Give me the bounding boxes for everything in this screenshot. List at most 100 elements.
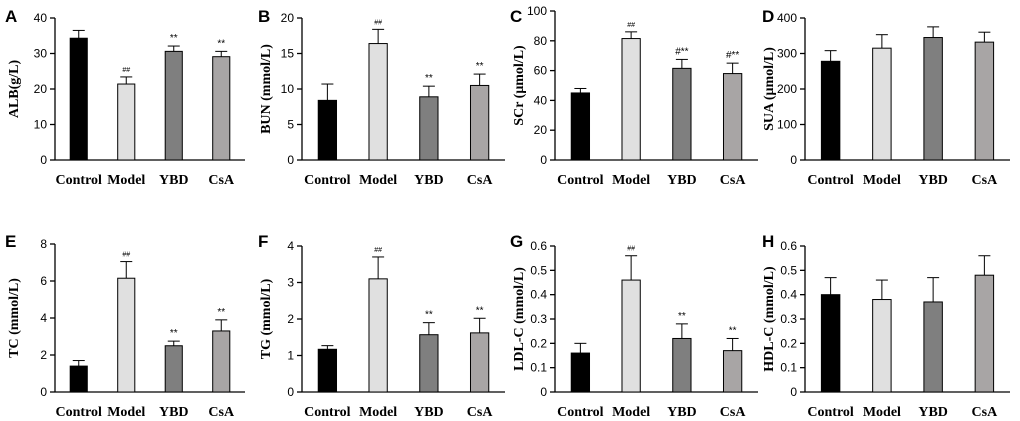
- x-tick-label: Control: [56, 405, 103, 420]
- significance-label: ##: [122, 252, 130, 259]
- x-tick-label: YBD: [667, 173, 697, 188]
- x-tick-label: Control: [807, 405, 854, 420]
- x-tick-label: YBD: [159, 405, 189, 420]
- y-tick-label: 100: [777, 118, 797, 132]
- bar-ybd: [923, 301, 943, 393]
- significance-label: **: [476, 305, 484, 316]
- y-tick-label: 0.4: [780, 288, 797, 302]
- x-tick-label: CsA: [467, 173, 494, 188]
- y-tick-label: 300: [777, 47, 797, 61]
- x-tick-label: CsA: [720, 173, 747, 188]
- y-tick-label: 0: [40, 385, 47, 399]
- y-tick-label: 0.6: [780, 239, 797, 253]
- bar-model: [872, 47, 892, 161]
- x-tick-label: CsA: [972, 405, 999, 420]
- significance-label: **: [425, 73, 433, 84]
- y-tick-label: 80: [534, 34, 548, 48]
- y-tick-label: 2: [40, 348, 47, 362]
- significance-label: **: [217, 307, 225, 318]
- x-tick-label: CsA: [208, 173, 235, 188]
- y-tick-label: 2: [287, 312, 294, 326]
- y-tick-label: 40: [34, 11, 48, 25]
- significance-label: **: [170, 328, 178, 339]
- bar-model: [117, 277, 136, 393]
- x-tick-label: Control: [557, 173, 604, 188]
- y-tick-label: 1: [287, 349, 294, 363]
- panel-letter: D: [762, 7, 774, 26]
- x-tick-label: Model: [107, 173, 145, 188]
- y-tick-label: 40: [534, 93, 548, 107]
- y-tick-label: 10: [34, 118, 48, 132]
- y-tick-label: 60: [534, 64, 548, 78]
- bar-control: [317, 348, 338, 393]
- y-tick-label: 4: [40, 311, 47, 325]
- chart-panel-b: B BUN (mmol/L) 0 5 10 15 20 Control ## Model ** YBD…: [258, 7, 505, 188]
- y-tick-label: 20: [534, 123, 548, 137]
- y-tick-label: 0: [790, 385, 797, 399]
- x-tick-label: Control: [807, 173, 854, 188]
- significance-label: **: [476, 61, 484, 72]
- bar-ybd: [672, 337, 692, 393]
- y-tick-label: 8: [40, 237, 47, 251]
- y-tick-label: 0.6: [530, 239, 547, 253]
- significance-label: ##: [627, 246, 635, 253]
- y-axis-title: TC (mmol/L): [7, 278, 22, 358]
- significance-label: **: [425, 310, 433, 321]
- bar-csa: [974, 41, 995, 161]
- y-axis-title: BUN (mmol/L): [259, 44, 274, 134]
- bar-ybd: [672, 67, 692, 161]
- y-axis-title: TG (mmol/L): [259, 278, 274, 359]
- bar-model: [872, 299, 892, 393]
- y-tick-label: 5: [287, 118, 294, 132]
- y-tick-label: 0.5: [530, 263, 547, 277]
- chart-panel-e: E TC (mmol/L) 0 2 4 6 8 Control ## Model ** YBD ** Cs…: [5, 232, 245, 420]
- bar-ybd: [923, 37, 943, 161]
- x-tick-label: CsA: [720, 405, 747, 420]
- y-axis-title: ALB(g/L): [7, 59, 22, 118]
- y-tick-label: 3: [287, 276, 294, 290]
- panel-letter: H: [762, 232, 774, 251]
- bar-csa: [722, 350, 743, 393]
- y-tick-label: 400: [777, 11, 797, 25]
- x-tick-label: Model: [612, 405, 650, 420]
- y-axis-title: SCr (μmol/L): [512, 45, 527, 126]
- bar-csa: [722, 73, 743, 161]
- x-tick-label: Model: [863, 405, 901, 420]
- x-tick-label: CsA: [467, 405, 494, 420]
- bar-model: [368, 43, 388, 161]
- y-tick-label: 15: [281, 47, 295, 61]
- bar-ybd: [164, 345, 183, 393]
- significance-label: #**: [726, 50, 739, 61]
- y-tick-label: 20: [34, 82, 48, 96]
- panel-letter: E: [5, 232, 16, 251]
- y-tick-label: 0.1: [530, 361, 547, 375]
- bar-model: [368, 278, 388, 393]
- panel-letter: B: [258, 7, 270, 26]
- bar-csa: [212, 330, 231, 393]
- significance-label: **: [217, 38, 225, 49]
- y-tick-label: 0: [540, 385, 547, 399]
- bar-control: [570, 352, 591, 393]
- significance-label: ##: [627, 22, 635, 29]
- y-axis-title: HDL-C (mmol/L): [762, 266, 777, 372]
- chart-panel-h: H HDL-C (mmol/L) 0 0.1 0.2 0.3 0.4 0.5 0.6 Contro…: [762, 232, 1010, 420]
- bar-control: [69, 365, 88, 393]
- x-tick-label: Model: [107, 405, 145, 420]
- x-tick-label: Model: [359, 173, 397, 188]
- y-tick-label: 0.2: [780, 336, 797, 350]
- x-tick-label: YBD: [918, 173, 948, 188]
- bar-csa: [469, 332, 490, 393]
- chart-panel-f: F TG (mmol/L) 0 1 2 3 4 Control ## Model ** YBD ** Cs…: [258, 232, 505, 420]
- y-tick-label: 10: [281, 82, 295, 96]
- y-tick-label: 0.3: [780, 312, 797, 326]
- panel-letter: C: [510, 7, 522, 26]
- significance-label: **: [170, 33, 178, 44]
- y-tick-label: 0: [790, 153, 797, 167]
- y-axis-title: LDL-C (mmol/L): [512, 267, 527, 371]
- y-tick-label: 0: [287, 385, 294, 399]
- bar-control: [820, 60, 841, 161]
- bar-csa: [212, 56, 231, 161]
- chart-panel-g: G LDL-C (mmol/L) 0 0.1 0.2 0.3 0.4 0.5 0.6 Contro…: [510, 232, 758, 420]
- y-tick-label: 0.4: [530, 288, 547, 302]
